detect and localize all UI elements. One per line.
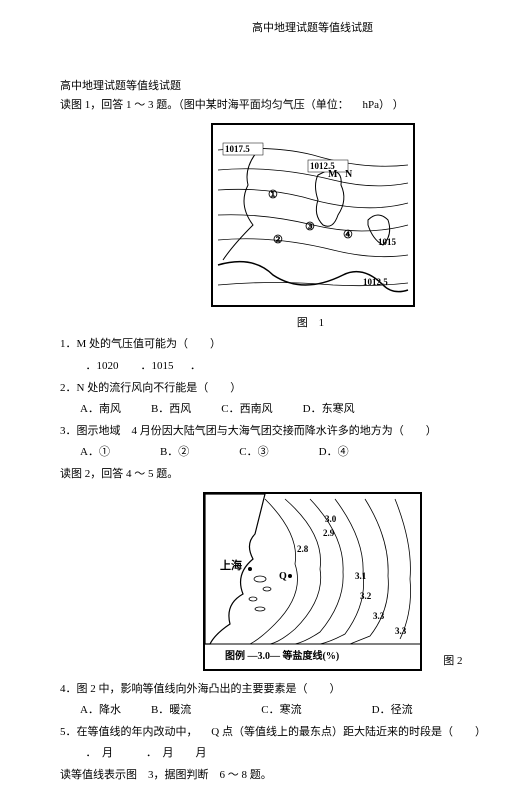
read-2: 读图 2，回答 4 ～ 5 题。 xyxy=(60,466,505,484)
q5-opt-b: ． 月 xyxy=(146,747,174,759)
fig1-c3: ③ xyxy=(305,221,315,233)
fig2-v5: 3.2 xyxy=(360,591,372,601)
q3-opt-a: A．① xyxy=(80,444,110,462)
fig1-p4: 1012.5 xyxy=(363,277,388,287)
fig2-v2: 2.9 xyxy=(323,528,335,538)
q1-opt-b: ．1015 xyxy=(141,360,174,372)
fig2-v4: 3.1 xyxy=(355,571,367,581)
fig1-p1: 1017.5 xyxy=(225,144,250,154)
q3-opt-c: C．③ xyxy=(239,444,268,462)
question-4: 4．图 2 中，影响等值线向外海凸出的主要要素是（ ） xyxy=(60,681,505,699)
question-2: 2．N 处的流行风向不行能是（ ） xyxy=(60,380,505,398)
figure-1: 1017.5 1012.5 1015 1012.5 ① ③ ② ④ M N xyxy=(211,123,415,307)
read2-text: 读图 2，回答 4 ～ 5 题。 xyxy=(60,468,178,480)
q1-options: ．1020 ．1015 ． xyxy=(80,358,505,376)
q2-opt-c: C．西南风 xyxy=(221,401,272,419)
fig2-shanghai: 上海 xyxy=(220,558,242,572)
read1-text: 读图 1，回答 1 ～ 3 题。（图中某时海平面均匀气压（单位： xyxy=(60,99,349,111)
fig1-n: N xyxy=(345,169,353,180)
q5-text-b: Q 点（等值线上的最东点）距大陆近来的时段是（ ） xyxy=(211,726,486,738)
fig1-p3: 1015 xyxy=(378,237,397,247)
question-3: 3．图示地域 4 月份因大陆气团与大海气团交接而降水许多的地方为（ ） xyxy=(60,423,505,441)
q2-text: 2．N 处的流行风向不行能是（ ） xyxy=(60,382,241,394)
question-1: 1．M 处的气压值可能为（ ） xyxy=(60,336,505,354)
q2-options: A．南风 B．西风 C．西南风 D．东寒风 xyxy=(80,401,505,419)
header-title-text: 高中地理试题等值线试题 xyxy=(252,22,373,34)
q1-dot: ． xyxy=(190,360,201,372)
q3-opt-d: D．④ xyxy=(319,444,349,462)
section-title: 高中地理试题等值线试题 xyxy=(60,78,505,96)
q5-text-a: 5．在等值线的年内改动中， xyxy=(60,726,198,738)
q5-options: ． 月 ． 月 月 xyxy=(80,745,505,763)
q3-text: 3．图示地域 4 月份因大陆气团与大海气团交接而降水许多的地方为（ ） xyxy=(60,425,437,437)
read-3: 读等值线表示图 3，据图判断 6 ～ 8 题。 xyxy=(60,767,505,785)
fig1-c2: ② xyxy=(273,234,283,246)
fig1-m: M xyxy=(328,169,338,180)
fig2-q: Q xyxy=(279,571,287,582)
q4-opt-d: D．径流 xyxy=(372,702,413,720)
fig2-v6: 3.3 xyxy=(373,611,385,621)
read1-unit: hPa） xyxy=(363,99,391,111)
fig2-v1: 3.0 xyxy=(325,514,337,524)
fig2-legend: 图例 —3.0— 等盐度线(%) xyxy=(225,649,339,662)
fig1-caption-text: 图 1 xyxy=(297,317,328,329)
q2-opt-a: A．南风 xyxy=(80,401,121,419)
fig2-v3: 2.8 xyxy=(297,544,309,554)
q1-opt-a: ．1020 xyxy=(86,360,119,372)
fig1-c4: ④ xyxy=(343,229,353,241)
q2-opt-d: D．东寒风 xyxy=(303,401,355,419)
q4-text: 4．图 2 中，影响等值线向外海凸出的主要要素是（ ） xyxy=(60,683,341,695)
fig1-c1: ① xyxy=(268,189,278,201)
q4-opt-a: A．降水 xyxy=(80,702,121,720)
page-header: 高中地理试题等值线试题 xyxy=(60,20,505,38)
read1-close: ） xyxy=(393,99,404,111)
q4-opt-b: B．暖流 xyxy=(151,702,191,720)
read3-text: 读等值线表示图 3，据图判断 6 ～ 8 题。 xyxy=(60,769,272,781)
fig2-caption: 图 2 xyxy=(443,653,462,671)
q3-options: A．① B．② C．③ D．④ xyxy=(80,444,505,462)
q4-opt-c: C．寒流 xyxy=(261,702,301,720)
intro-line: 读图 1，回答 1 ～ 3 题。（图中某时海平面均匀气压（单位： hPa） ） xyxy=(60,97,505,115)
fig2-v7: 3.3 xyxy=(395,626,407,636)
q3-opt-b: B．② xyxy=(160,444,189,462)
q1-text: 1．M 处的气压值可能为（ ） xyxy=(60,338,221,350)
intro-title-text: 高中地理试题等值线试题 xyxy=(60,80,181,92)
question-5: 5．在等值线的年内改动中， Q 点（等值线上的最东点）距大陆近来的时段是（ ） xyxy=(60,724,505,742)
q5-opt-c: 月 xyxy=(196,747,207,759)
q2-opt-b: B．西风 xyxy=(151,401,191,419)
figure1-caption: 图 1 xyxy=(60,315,505,333)
figure-2: 上海 3.0 2.9 2.8 3.1 3.2 3.3 3.3 Q 图例 —3.0… xyxy=(203,492,422,671)
q5-opt-a: ． 月 xyxy=(86,747,114,759)
q4-options: A．降水 B．暖流 C．寒流 D．径流 xyxy=(80,702,505,720)
